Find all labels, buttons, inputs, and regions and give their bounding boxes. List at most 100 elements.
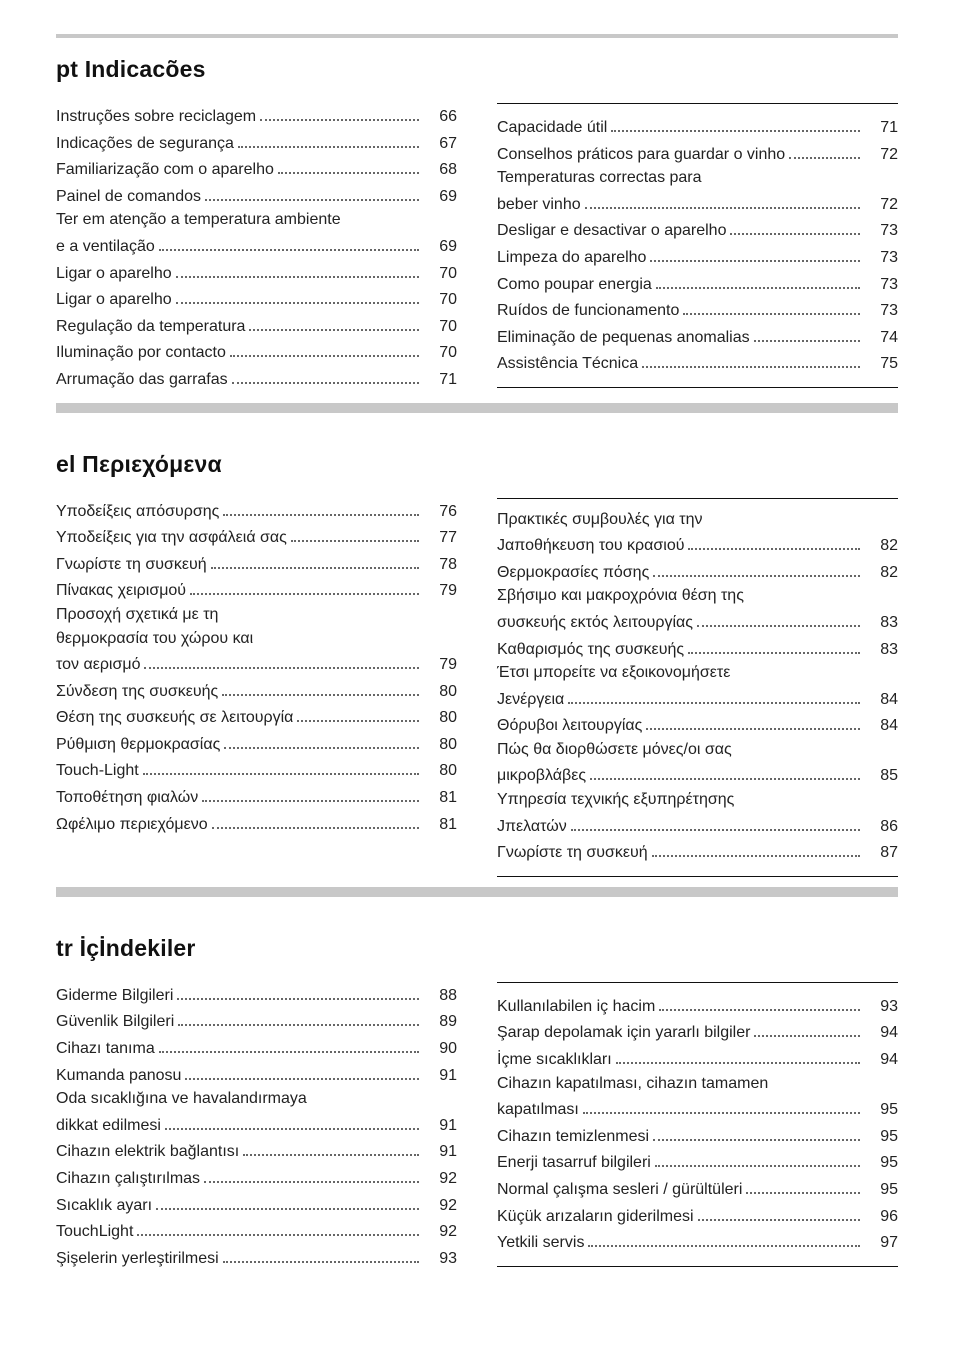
toc-entry: Πώς θα διορθώσετε μόνες/οι σαςμικροβλάβε… — [497, 739, 898, 787]
toc-page-number: 80 — [423, 681, 457, 703]
toc-label: Painel de comandos — [56, 186, 201, 208]
toc-page-number: 77 — [423, 527, 457, 549]
toc-entry: Conselhos práticos para guardar o vinho 7… — [497, 141, 898, 166]
toc-label: Καθαρισμός της συσκευής — [497, 639, 684, 661]
toc-entry: Προσοχή σχετικά με τηθερμοκρασία του χώρ… — [56, 604, 457, 676]
toc-label-line: Προσοχή σχετικά με τη — [56, 604, 457, 626]
toc-label-line: Јαποθήκευση του κρασιού82 — [497, 532, 898, 557]
toc-page-number: 82 — [864, 562, 898, 584]
toc-label: Limpeza do aparelho — [497, 247, 646, 269]
toc-leader — [212, 811, 419, 829]
toc-label: Cihazın çalıştırılmas — [56, 1168, 200, 1190]
toc-page-number: 84 — [864, 689, 898, 711]
toc-leader — [238, 130, 419, 148]
toc-label: Υποδείξεις για την ασφάλειά σας — [56, 527, 287, 549]
toc-entry: Regulação da temperatura70 — [56, 313, 457, 338]
toc-label-line: beber vinho 72 — [497, 191, 898, 216]
toc-page-number: 80 — [423, 760, 457, 782]
toc-page-number: 97 — [864, 1232, 898, 1254]
toc-label: Eliminação de pequenas anomalias — [497, 327, 750, 349]
toc-leader — [178, 1008, 419, 1026]
toc-label: Touch-Light — [56, 760, 139, 782]
toc-leader — [653, 1123, 860, 1141]
toc-label: Sıcaklık ayarı — [56, 1195, 152, 1217]
toc-page-number: 87 — [864, 842, 898, 864]
toc-label: Ρύθμιση θερμοκρασίας — [56, 734, 220, 756]
toc-label: Normal çalışma sesleri / gürültüleri — [497, 1179, 742, 1201]
toc-entry: Giderme Bilgileri88 — [56, 982, 457, 1007]
toc-label: Έτσι μπορείτε να εξοικονομήσετε — [497, 662, 730, 684]
section-top-rule — [56, 34, 898, 38]
toc-label: Küçük arızaların giderilmesi — [497, 1206, 694, 1228]
toc-label-line: Јπελατών86 — [497, 813, 898, 838]
columns: Instruções sobre reciclagem66Indicações … — [56, 103, 898, 393]
toc-leader — [688, 532, 860, 550]
toc-leader — [230, 339, 419, 357]
toc-label: Conselhos práticos para guardar o vinho — [497, 144, 785, 166]
toc-page-number: 93 — [864, 996, 898, 1018]
toc-page-number: 70 — [423, 263, 457, 285]
toc-label: Θέση της συσκευής σε λειτουργία — [56, 707, 293, 729]
toc-label-line: Temperaturas correctas para — [497, 167, 898, 189]
toc-page-number: 75 — [864, 353, 898, 375]
toc-leader — [223, 1245, 419, 1263]
toc-page-number: 68 — [423, 159, 457, 181]
toc-page-number: 82 — [864, 535, 898, 557]
toc-label: μικροβλάβες — [497, 765, 586, 787]
toc-leader — [583, 1096, 860, 1114]
toc-label-line: τον αερισμό79 — [56, 651, 457, 676]
toc-label-line: συσκευής εκτός λειτουργίας83 — [497, 609, 898, 634]
toc-page-number: 91 — [423, 1141, 457, 1163]
toc-leader — [683, 297, 860, 315]
toc-page-number: 83 — [864, 612, 898, 634]
toc-page-number: 89 — [423, 1011, 457, 1033]
toc-entry: Υποδείξεις για την ασφάλειά σας 77 — [56, 524, 457, 549]
toc-leader — [205, 183, 419, 201]
toc-page-number: 66 — [423, 106, 457, 128]
toc-leader — [177, 982, 419, 1000]
toc-label: beber vinho — [497, 194, 581, 216]
toc-page-number: 92 — [423, 1195, 457, 1217]
toc-label: Kullanılabilen iç hacim — [497, 996, 655, 1018]
toc-leader — [137, 1218, 419, 1236]
toc-leader — [165, 1112, 419, 1130]
toc-entry: Cihazın çalıştırılmas92 — [56, 1165, 457, 1190]
toc-leader — [655, 1149, 860, 1167]
toc-label: Kumanda panosu — [56, 1065, 181, 1087]
toc-page-number: 96 — [864, 1206, 898, 1228]
toc-entry: Assistência Técnica75 — [497, 350, 898, 375]
toc-label: Arrumação das garrafas — [56, 369, 228, 391]
toc-leader — [190, 577, 419, 595]
toc-entry: Şişelerin yerleştirilmesi93 — [56, 1245, 457, 1270]
toc-page-number: 72 — [864, 144, 898, 166]
toc-page-number: 69 — [423, 236, 457, 258]
column-left: Instruções sobre reciclagem66Indicações … — [56, 103, 457, 393]
toc-entry: Limpeza do aparelho73 — [497, 244, 898, 269]
toc-label: Γνωρίστε τη συσκευή — [56, 554, 207, 576]
toc-entry: Eliminação de pequenas anomalias74 — [497, 324, 898, 349]
toc-entry: Cihazın kapatılması, cihazın tamamenkapa… — [497, 1073, 898, 1121]
toc-label-line: kapatılması95 — [497, 1096, 898, 1121]
toc-page-number: 72 — [864, 194, 898, 216]
toc-entry: Πρακτικές συμβουλές για τηνЈαποθήκευση τ… — [497, 509, 898, 557]
column-left: Giderme Bilgileri88Güvenlik Bilgileri89C… — [56, 982, 457, 1272]
toc-leader — [156, 1192, 419, 1210]
toc-label: Υποδείξεις απόσυρσης — [56, 501, 219, 523]
toc-label-line: e a ventilação 69 — [56, 233, 457, 258]
toc-leader — [176, 260, 419, 278]
toc-leader — [697, 609, 860, 627]
toc-leader — [143, 757, 419, 775]
toc-page-number: 92 — [423, 1221, 457, 1243]
toc-label: Cihazın kapatılması, cihazın tamamen — [497, 1073, 768, 1095]
toc-entry: Indicações de segurança67 — [56, 130, 457, 155]
toc-leader — [211, 551, 419, 569]
toc-page-number: 94 — [864, 1049, 898, 1071]
toc-label: Desligar e desactivar o aparelho — [497, 220, 726, 242]
toc-entry: Πίνακας χειρισμού79 — [56, 577, 457, 602]
toc-leader — [659, 993, 860, 1011]
toc-label-line: Јενέργεια 84 — [497, 686, 898, 711]
toc-page-number: 83 — [864, 639, 898, 661]
toc-label: Јενέργεια — [497, 689, 564, 711]
toc-label: e a ventilação — [56, 236, 155, 258]
toc-label: Cihazın temizlenmesi — [497, 1126, 649, 1148]
